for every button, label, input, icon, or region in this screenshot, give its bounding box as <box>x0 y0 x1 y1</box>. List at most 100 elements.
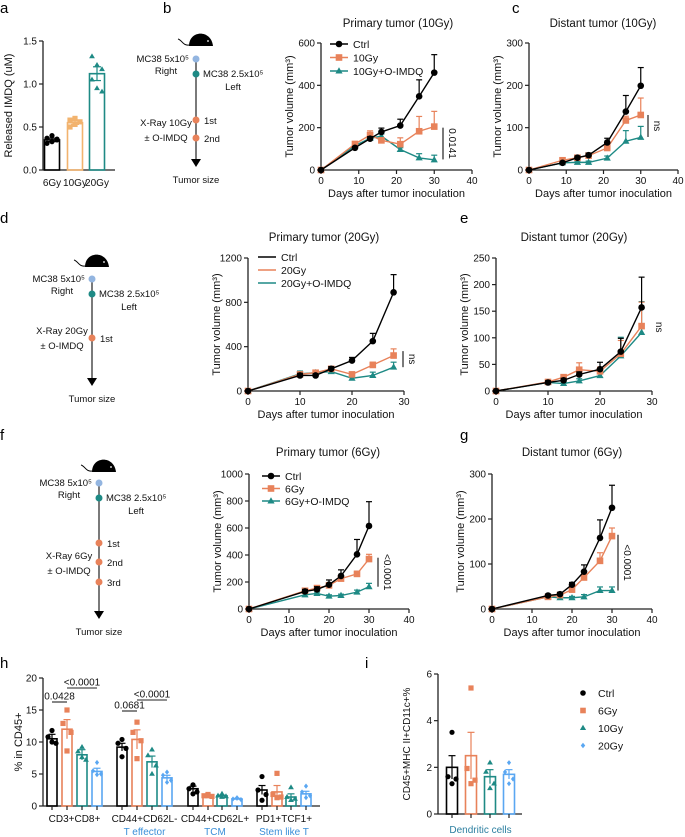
data-point <box>568 586 576 593</box>
data-point <box>596 557 604 565</box>
data-point <box>468 685 474 691</box>
data-point <box>75 748 81 754</box>
data-point <box>366 135 374 142</box>
y-tick-label: 200 <box>469 515 486 526</box>
x-tick-label: 0 <box>489 615 495 626</box>
data-point <box>596 586 604 594</box>
dose-dot <box>88 334 96 342</box>
data-point <box>94 759 100 766</box>
data-point <box>230 796 236 802</box>
data-point <box>396 140 404 148</box>
data-point <box>525 166 533 174</box>
x-tick-label: 20 <box>323 615 335 626</box>
x-tick-label: 10 <box>283 615 295 626</box>
y-tick-label: 200 <box>506 81 523 92</box>
data-point <box>390 289 397 296</box>
x-group-label: CD44+CD62L+ <box>181 814 250 825</box>
y-tick-label: 100 <box>506 123 523 134</box>
data-point <box>94 61 100 67</box>
bar <box>46 737 58 807</box>
series-ctrl <box>488 484 616 613</box>
data-point <box>637 111 645 119</box>
data-point <box>274 770 280 776</box>
data-point <box>353 588 361 595</box>
x-tick-label: 6Gy <box>43 178 61 189</box>
y-tick-label: 0 <box>309 166 315 177</box>
x-group-label: Dendritic cells <box>449 825 511 836</box>
data-point <box>99 88 105 94</box>
data-point <box>638 328 646 335</box>
data-point <box>79 744 85 749</box>
bar <box>146 761 158 807</box>
y-tick-label: 800 <box>226 497 243 508</box>
significance-label: 0.0681 <box>114 701 145 712</box>
data-point <box>366 131 374 139</box>
series-line <box>491 589 612 610</box>
data-point <box>67 124 73 130</box>
y-tick-label: 0 <box>426 810 432 821</box>
drug-label: ± O-IMDQ <box>47 566 90 577</box>
x-tick-label: 20 <box>346 397 358 408</box>
dose-label: 2nd <box>107 558 123 569</box>
data-point <box>390 363 398 370</box>
arrow-head-icon <box>94 611 104 619</box>
data-point <box>560 377 567 384</box>
data-point <box>259 797 265 803</box>
y-tick-label: 1.5 <box>23 37 37 48</box>
injection-dot-left <box>88 290 96 298</box>
dose-dot <box>192 134 200 142</box>
data-point <box>244 387 252 395</box>
injection-dot-right <box>88 275 96 283</box>
data-point <box>585 151 592 159</box>
y-axis-label: Tumor volume (mm³) <box>455 490 467 592</box>
chart-title: Primary tumor (10Gy) <box>343 18 454 30</box>
dose-label: 2nd <box>204 134 220 145</box>
bar <box>76 753 88 807</box>
x-axis-label: Days after tumor inoculation <box>535 188 672 200</box>
data-point <box>351 140 359 148</box>
panel-letter-d: d <box>0 210 8 227</box>
data-point <box>205 793 211 799</box>
legend-marker <box>580 742 586 749</box>
data-point <box>608 532 616 540</box>
data-point <box>506 781 512 787</box>
chart-title: Distant tumor (10Gy) <box>550 18 657 30</box>
data-point <box>453 776 459 782</box>
data-point <box>622 117 630 124</box>
series-ctrl <box>317 54 438 174</box>
data-point <box>369 337 377 345</box>
data-point <box>568 581 576 588</box>
data-point <box>556 590 564 598</box>
y-tick-label: 400 <box>298 81 315 92</box>
legend-marker <box>267 485 275 492</box>
data-point <box>186 786 192 792</box>
data-point <box>238 797 244 803</box>
injection-side: Left <box>225 82 241 93</box>
data-point <box>365 582 373 590</box>
x-tick-label: 40 <box>646 615 658 626</box>
y-tick-label: 1.0 <box>23 80 37 91</box>
y-tick-label: 150 <box>473 307 490 318</box>
legend-label: Ctrl <box>281 252 297 264</box>
chart-f: 0 200 400 600 800 1000 Tumor volume (mm³) 0 10 20… <box>212 447 415 639</box>
x-tick-label: 20 <box>598 176 610 187</box>
arrow-head-icon <box>87 378 97 386</box>
chart-title: Primary tumor (20Gy) <box>269 232 380 244</box>
data-point <box>369 361 377 369</box>
data-point <box>115 740 121 746</box>
data-point <box>415 93 423 100</box>
y-tick-label: 100 <box>469 560 486 571</box>
data-point <box>638 322 645 330</box>
injection-side: Left <box>121 302 137 313</box>
dose-dot <box>95 558 103 566</box>
data-point <box>99 66 105 72</box>
mouse-body <box>189 33 213 46</box>
data-point <box>149 746 155 752</box>
data-point <box>351 144 359 152</box>
x-tick-label: 40 <box>466 176 478 187</box>
